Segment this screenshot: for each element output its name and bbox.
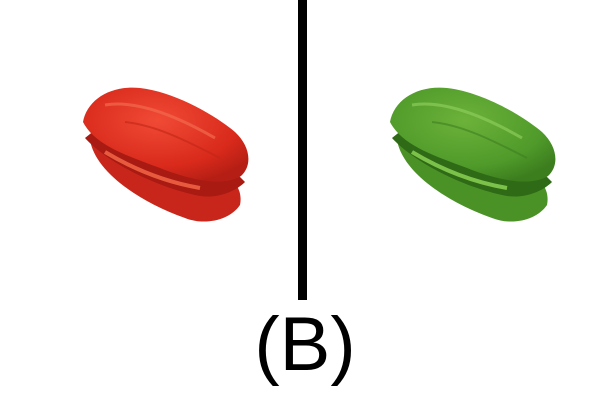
left-panel [65, 60, 295, 250]
right-panel [372, 60, 602, 250]
red-sandwich-image [83, 87, 249, 222]
vertical-divider [298, 0, 307, 300]
green-sandwich-image [390, 87, 556, 222]
figure-caption: (B) [254, 302, 356, 387]
